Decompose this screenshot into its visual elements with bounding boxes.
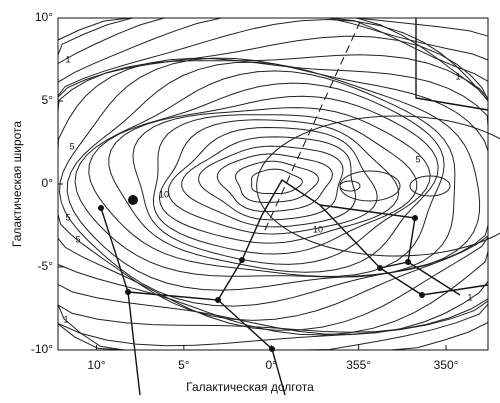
contour — [57, 35, 489, 336]
contour — [74, 70, 456, 278]
contour — [152, 114, 418, 255]
contour — [339, 170, 401, 202]
x-axis-label: Галактическая долгота — [186, 380, 314, 394]
contour — [181, 136, 357, 228]
contour — [251, 168, 303, 194]
star — [239, 257, 245, 263]
star — [419, 292, 425, 298]
constellation-line — [217, 179, 489, 301]
contour-label: 5 — [75, 234, 80, 244]
star — [125, 289, 131, 295]
contour — [339, 180, 361, 192]
contour — [216, 153, 333, 212]
contour — [66, 61, 481, 291]
contour-label: 5 — [415, 154, 420, 164]
star — [412, 215, 418, 221]
contour-label: 5 — [65, 212, 70, 222]
contour-label: 10 — [159, 189, 169, 199]
star — [98, 205, 104, 211]
y-tick-label: -5° — [38, 259, 54, 273]
constellation-line — [319, 204, 461, 296]
y-tick-label: 10° — [35, 10, 53, 24]
x-tick-label: 10° — [87, 358, 105, 372]
y-tick-label: -10° — [31, 342, 53, 356]
contour — [88, 82, 445, 277]
contour-label: 10 — [313, 224, 323, 234]
contour — [57, 17, 489, 351]
y-tick-label: 5° — [42, 93, 54, 107]
contour — [57, 18, 489, 336]
contour — [158, 119, 400, 244]
x-tick-label: 355° — [346, 358, 371, 372]
contour — [167, 126, 378, 235]
constellation-line — [415, 18, 489, 111]
plot-frame — [57, 17, 489, 351]
contour-label: 1 — [467, 292, 472, 302]
contour — [108, 95, 439, 273]
sky-map — [57, 17, 500, 396]
contour-label: 5 — [69, 141, 74, 151]
contour-label: 1 — [63, 314, 68, 324]
contour — [132, 107, 431, 265]
contour — [234, 160, 319, 203]
contour-label: 1 — [65, 54, 70, 64]
star — [128, 195, 138, 205]
star — [269, 346, 275, 352]
contour — [409, 175, 451, 197]
y-tick-label: 0° — [42, 176, 54, 190]
contour — [57, 17, 489, 351]
x-tick-label: 350° — [434, 358, 459, 372]
contour — [197, 145, 344, 221]
y-axis-label: Галактическая широта — [10, 121, 24, 247]
contour — [58, 57, 489, 307]
star — [215, 297, 221, 303]
x-tick-label: 5° — [178, 358, 190, 372]
contour-label: 1 — [455, 71, 460, 81]
contour — [256, 115, 500, 257]
x-tick-label: 0° — [266, 358, 278, 372]
star — [405, 259, 411, 265]
